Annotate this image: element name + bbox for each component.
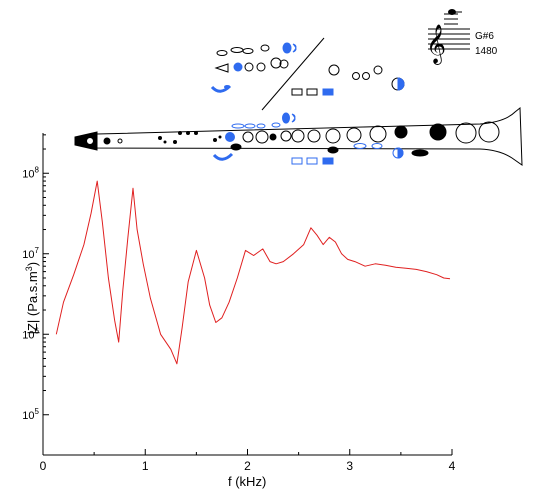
impedance-series-line [55, 180, 451, 365]
x-tick-label: 3 [346, 459, 353, 473]
x-tick-label: 0 [40, 459, 47, 473]
note-frequency-label: 1480 [475, 46, 498, 57]
x-tick-group: 0 1 2 3 4 [40, 449, 456, 473]
clarinet-body [96, 106, 523, 166]
tone-holes [225, 121, 500, 157]
mouthpiece-hole [87, 138, 93, 144]
upper-key-cluster [210, 42, 297, 93]
register-separator [261, 37, 325, 111]
music-staff: 𝄞 [426, 9, 470, 65]
small-keys [158, 131, 222, 144]
x-tick-label: 1 [142, 459, 149, 473]
series-layer [55, 180, 451, 365]
plot-frame [42, 133, 452, 456]
right-upper-keys [291, 64, 405, 96]
y-tick-label: 106 [22, 326, 39, 341]
treble-clef-icon: 𝄞 [426, 24, 446, 65]
note-head [448, 9, 456, 15]
x-tick-label: 2 [244, 459, 251, 473]
x-tick-label: 4 [449, 459, 456, 473]
y-axis-title: |Z| (Pa.s.m3) [23, 261, 41, 335]
note-name-label: G#6 [475, 31, 494, 42]
y-tick-label: 105 [22, 407, 39, 422]
blue-indicators [212, 112, 404, 165]
y-tick-label: 108 [22, 165, 39, 180]
y-tick-label: 107 [22, 246, 39, 261]
x-axis-title: f (kHz) [228, 474, 267, 489]
y-tick-group: 105 106 107 108 [22, 134, 49, 422]
clarinet-diagram [74, 37, 523, 166]
clarinet-mouthpiece [74, 131, 98, 151]
